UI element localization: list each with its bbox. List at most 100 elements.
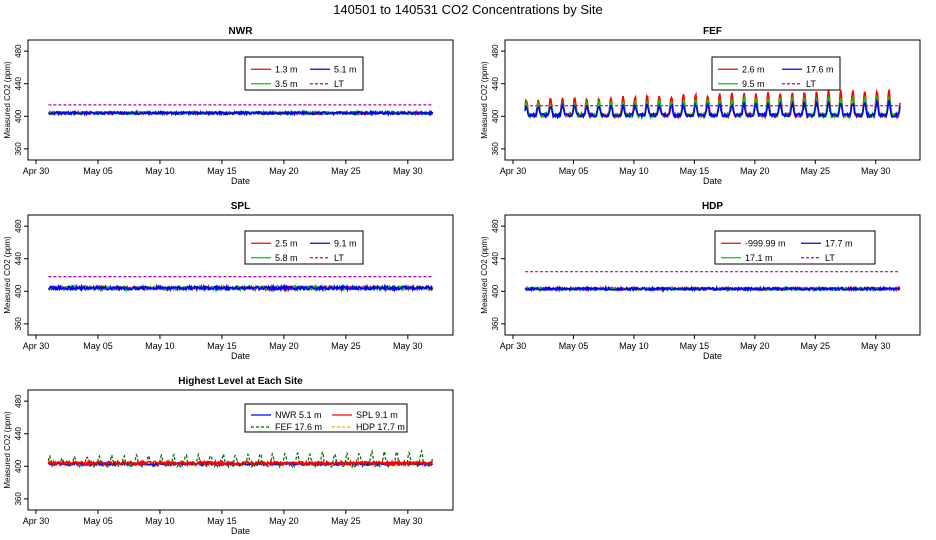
plot-frame xyxy=(27,214,454,336)
legend-label: 17.7 m xyxy=(825,238,853,248)
x-tick-label: May 20 xyxy=(269,341,299,351)
x-tick-label: May 10 xyxy=(145,341,175,351)
y-tick-label: 440 xyxy=(491,251,500,265)
panel-title: SPL xyxy=(231,201,250,212)
legend-label: LT xyxy=(806,79,816,89)
panel-title: HDP xyxy=(702,201,723,212)
legend-label: LT xyxy=(825,253,835,263)
legend-box xyxy=(714,230,876,265)
series-line-2-6-m xyxy=(524,88,901,120)
y-tick-label: 480 xyxy=(14,44,23,58)
y-tick-label: 480 xyxy=(14,394,23,408)
panel-title: Highest Level at Each Site xyxy=(178,376,303,387)
x-tick-label: May 25 xyxy=(331,166,361,176)
x-tick-label: May 20 xyxy=(269,166,299,176)
x-tick-label: May 05 xyxy=(83,516,113,526)
y-tick-label: 360 xyxy=(491,317,500,331)
x-tick-label: May 05 xyxy=(83,166,113,176)
x-tick-label: May 30 xyxy=(393,166,423,176)
legend-label: 3.5 m xyxy=(275,79,298,89)
x-tick-label: Apr 30 xyxy=(500,166,527,176)
legend-label: -999.99 m xyxy=(745,238,786,248)
x-tick-label: May 15 xyxy=(207,166,237,176)
legend-label: 9.1 m xyxy=(334,238,357,248)
x-tick-label: May 05 xyxy=(83,341,113,351)
plot-frame xyxy=(27,39,454,161)
x-tick-label: May 30 xyxy=(393,516,423,526)
x-tick-label: May 15 xyxy=(680,166,710,176)
y-tick-label: 400 xyxy=(491,284,500,298)
legend-box xyxy=(244,403,408,433)
legend-label: 5.8 m xyxy=(275,253,298,263)
y-tick-label: 440 xyxy=(14,76,23,90)
x-tick-label: May 15 xyxy=(207,341,237,351)
y-tick-label: 480 xyxy=(491,219,500,233)
y-tick-label: 440 xyxy=(14,426,23,440)
y-tick-label: 360 xyxy=(14,317,23,331)
y-tick-label: 400 xyxy=(491,109,500,123)
legend-label: FEF 17.6 m xyxy=(275,422,322,432)
x-tick-label: Apr 30 xyxy=(500,341,527,351)
x-tick-label: Apr 30 xyxy=(23,516,50,526)
x-axis-label: Date xyxy=(703,351,722,361)
x-tick-label: May 05 xyxy=(559,166,589,176)
x-tick-label: Apr 30 xyxy=(23,341,50,351)
series-line-9-1-m xyxy=(47,283,433,293)
x-tick-label: May 20 xyxy=(740,166,770,176)
x-tick-label: May 30 xyxy=(393,341,423,351)
legend-box xyxy=(244,56,364,91)
x-tick-label: May 10 xyxy=(619,166,649,176)
legend-label: 9.5 m xyxy=(742,79,765,89)
x-tick-label: Apr 30 xyxy=(23,166,50,176)
legend-label: LT xyxy=(334,79,344,89)
legend-label: 2.5 m xyxy=(275,238,298,248)
y-tick-label: 360 xyxy=(14,492,23,506)
legend-label: 17.6 m xyxy=(806,64,834,74)
legend-label: 5.1 m xyxy=(334,64,357,74)
series-line-5-1-m xyxy=(48,109,434,117)
x-axis-label: Date xyxy=(231,351,250,361)
plot-frame xyxy=(504,39,921,161)
y-tick-label: 400 xyxy=(14,284,23,298)
y-axis-label: Measured CO2 (ppm) xyxy=(480,61,489,139)
series-line-17-7-m xyxy=(524,284,901,293)
y-tick-label: 440 xyxy=(491,76,500,90)
page-title: 140501 to 140531 CO2 Concentrations by S… xyxy=(333,2,603,17)
y-tick-label: 480 xyxy=(491,44,500,58)
y-tick-label: 480 xyxy=(14,219,23,233)
x-tick-label: May 10 xyxy=(145,166,175,176)
y-tick-label: 400 xyxy=(14,459,23,473)
x-tick-label: May 20 xyxy=(269,516,299,526)
y-axis-label: Measured CO2 (ppm) xyxy=(3,236,12,314)
x-axis-label: Date xyxy=(703,176,722,186)
x-tick-label: May 10 xyxy=(619,341,649,351)
legend-box xyxy=(244,230,364,265)
x-tick-label: May 25 xyxy=(801,341,831,351)
y-axis-label: Measured CO2 (ppm) xyxy=(480,236,489,314)
x-tick-label: May 30 xyxy=(861,166,891,176)
x-tick-label: May 25 xyxy=(331,516,361,526)
legend-label: 17.1 m xyxy=(745,253,773,263)
x-tick-label: May 30 xyxy=(861,341,891,351)
x-tick-label: May 25 xyxy=(331,341,361,351)
y-axis-label: Measured CO2 (ppm) xyxy=(3,61,12,139)
series-line-spl-9-1-m xyxy=(47,458,434,468)
y-tick-label: 360 xyxy=(14,142,23,156)
y-tick-label: 360 xyxy=(491,142,500,156)
panel-title: FEF xyxy=(703,26,722,37)
legend-label: HDP 17.7 m xyxy=(356,422,405,432)
plot-frame xyxy=(27,389,454,511)
legend-label: 1.3 m xyxy=(275,64,298,74)
x-axis-label: Date xyxy=(231,176,250,186)
legend-label: NWR 5.1 m xyxy=(275,410,322,420)
y-axis-label: Measured CO2 (ppm) xyxy=(3,411,12,489)
plot-frame xyxy=(504,214,921,336)
legend-box xyxy=(711,56,841,91)
y-tick-label: 400 xyxy=(14,109,23,123)
panel-highest-level-at-each-site: Highest Level at Each Site 360 400 440 480Me… xyxy=(3,376,454,536)
legend-label: LT xyxy=(334,253,344,263)
